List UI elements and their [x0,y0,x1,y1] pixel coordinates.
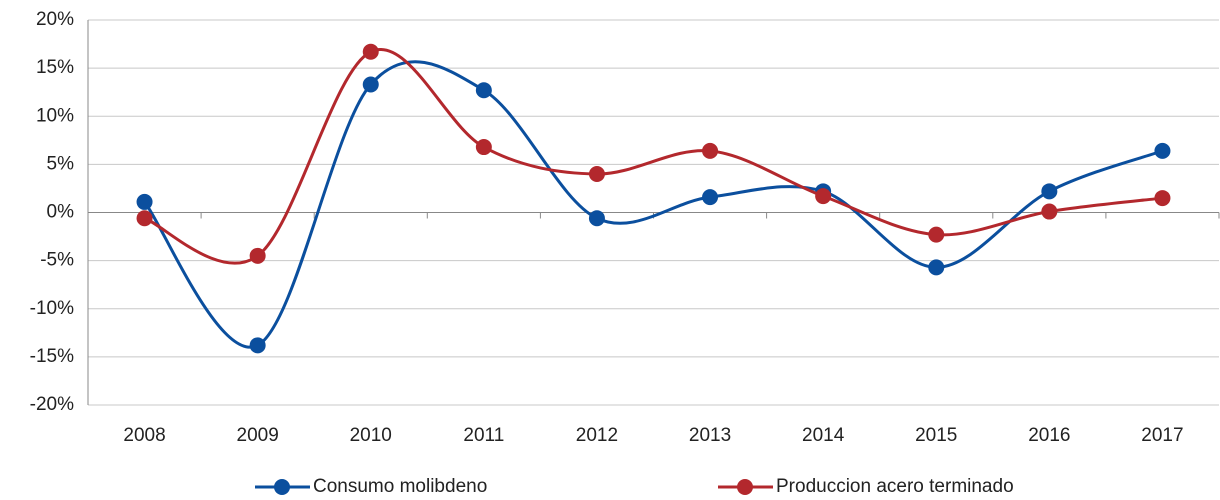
x-tick-label: 2013 [689,425,731,446]
x-tick-label: 2016 [1028,425,1070,446]
marker [588,166,605,182]
x-tick-label: 2015 [915,425,957,446]
marker [928,226,945,243]
marker [475,139,492,156]
y-tick-label: -15% [30,346,74,367]
y-tick-label: 10% [36,105,74,126]
legend-label: Produccion acero terminado [776,476,1014,497]
marker [1154,190,1171,207]
marker [136,210,153,227]
marker [815,188,832,205]
y-tick-label: -20% [30,394,74,415]
x-tick-label: 2017 [1141,425,1183,446]
x-tick-label: 2008 [123,425,165,446]
legend-label: Consumo molibdeno [313,476,487,497]
marker [1041,183,1058,200]
y-tick-label: -5% [40,250,74,271]
y-tick-label: 15% [36,57,74,78]
marker [249,337,266,354]
x-tick-label: 2012 [576,425,618,446]
marker [249,247,266,264]
x-tick-label: 2010 [350,425,392,446]
marker [136,193,153,210]
legend-marker [274,479,290,495]
y-tick-label: 0% [47,202,75,223]
x-tick-label: 2009 [237,425,279,446]
marker [475,82,492,99]
marker [702,142,719,159]
x-tick-label: 2011 [463,425,504,446]
x-tick-label: 2014 [802,425,845,446]
marker [588,210,605,227]
y-tick-label: -10% [30,298,74,319]
series-line [143,48,1163,265]
marker [1041,203,1058,220]
marker [362,43,379,60]
marker [1154,142,1171,159]
marker [928,259,945,276]
legend-marker [737,479,753,495]
marker [702,189,719,206]
y-tick-label: 20% [36,9,74,30]
marker [362,76,379,93]
series-line [143,60,1163,349]
y-tick-label: 5% [47,153,75,174]
